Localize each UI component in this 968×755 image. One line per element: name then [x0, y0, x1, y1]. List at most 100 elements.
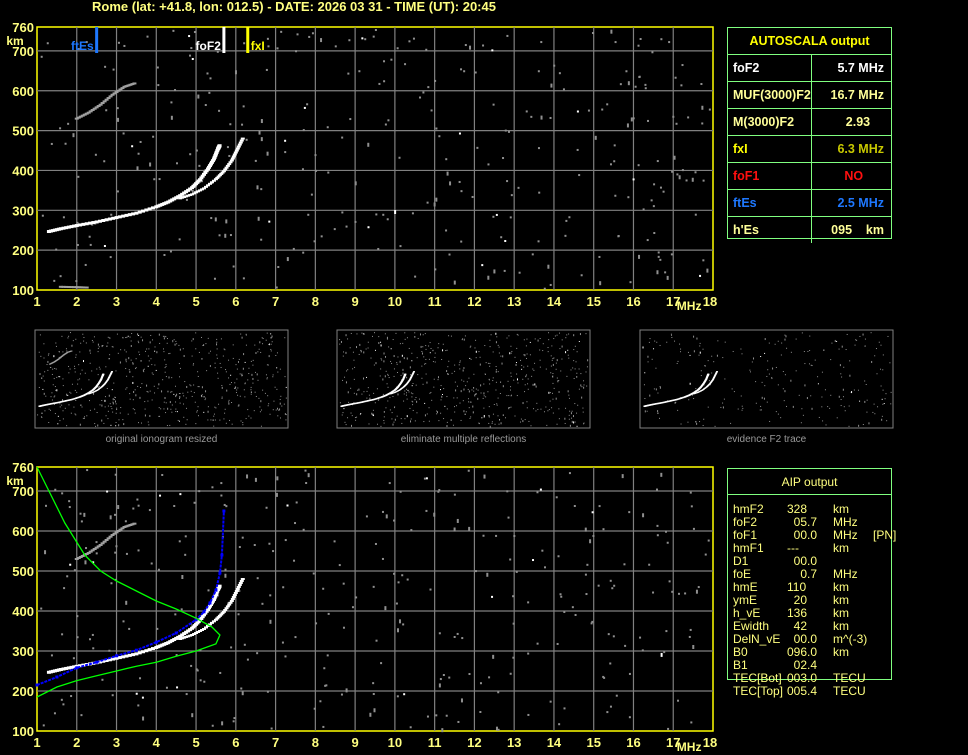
noise-pixel	[530, 115, 533, 118]
o-trace-point	[127, 213, 132, 217]
autoscala-label: MUF(3000)F2	[728, 82, 812, 108]
noise-pixel	[466, 381, 468, 383]
noise-pixel	[401, 354, 403, 357]
noise-pixel	[499, 419, 501, 421]
noise-pixel	[404, 418, 406, 420]
noise-pixel	[555, 362, 557, 364]
noise-pixel	[489, 339, 491, 341]
noise-pixel	[550, 372, 552, 374]
noise-pixel	[385, 514, 388, 519]
noise-pixel	[278, 409, 280, 411]
noise-pixel	[801, 408, 803, 410]
noise-pixel	[81, 388, 83, 390]
aip-param-name: ymE	[733, 593, 757, 607]
x-trace-point	[413, 371, 416, 373]
o-trace-point	[676, 398, 679, 401]
noise-pixel	[680, 351, 682, 353]
noise-pixel	[85, 342, 87, 344]
noise-pixel	[72, 657, 75, 660]
noise-pixel	[105, 109, 108, 112]
noise-pixel	[510, 194, 513, 197]
noise-pixel	[659, 386, 661, 389]
o-trace-point	[94, 220, 99, 224]
noise-pixel	[115, 545, 118, 548]
noise-pixel	[62, 216, 65, 219]
noise-pixel	[574, 421, 576, 423]
noise-pixel	[655, 488, 658, 491]
aip-trace-point	[75, 666, 79, 670]
y-tick-label: 200	[12, 243, 34, 258]
noise-pixel	[687, 116, 690, 119]
noise-pixel	[527, 365, 529, 367]
noise-pixel	[511, 350, 513, 352]
y-tick-label: 500	[12, 564, 34, 579]
o-trace-point	[371, 398, 374, 401]
noise-pixel	[158, 415, 160, 417]
noise-pixel	[57, 423, 59, 425]
noise-pixel	[782, 371, 784, 373]
noise-pixel	[381, 557, 384, 560]
noise-pixel	[574, 345, 576, 347]
noise-pixel	[434, 361, 436, 363]
noise-pixel	[558, 72, 561, 75]
noise-pixel	[437, 347, 439, 349]
o-trace-point	[57, 401, 60, 404]
noise-pixel	[147, 355, 149, 357]
x-trace-point	[714, 373, 717, 375]
noise-pixel	[497, 344, 499, 346]
noise-pixel	[106, 345, 108, 347]
noise-pixel	[391, 418, 393, 420]
noise-pixel	[350, 332, 352, 334]
noise-pixel	[125, 367, 127, 369]
noise-pixel	[156, 351, 158, 354]
noise-pixel	[373, 708, 376, 713]
noise-pixel	[454, 370, 456, 372]
noise-pixel	[140, 360, 142, 362]
noise-pixel	[392, 396, 394, 398]
noise-pixel	[414, 336, 416, 338]
marker-fof2	[222, 27, 226, 53]
noise-pixel	[552, 363, 554, 366]
aip-param-value: ---	[787, 541, 799, 555]
noise-pixel	[767, 360, 769, 362]
noise-pixel	[55, 342, 57, 344]
noise-pixel	[612, 635, 615, 638]
x-tick-label: 9	[352, 294, 359, 309]
noise-pixel	[810, 395, 812, 397]
noise-pixel	[696, 337, 698, 340]
noise-pixel	[567, 354, 569, 356]
noise-pixel	[584, 573, 587, 576]
noise-pixel	[821, 371, 823, 373]
noise-pixel	[586, 563, 589, 566]
noise-pixel	[186, 419, 188, 421]
o-trace-point	[670, 400, 673, 402]
noise-pixel	[138, 351, 140, 353]
noise-pixel	[412, 404, 414, 406]
noise-pixel	[689, 354, 691, 356]
x-trace-point	[215, 617, 220, 620]
noise-pixel	[258, 397, 260, 399]
noise-pixel	[93, 393, 95, 395]
x-trace-point	[204, 626, 208, 629]
noise-pixel	[425, 48, 428, 51]
noise-pixel	[179, 402, 181, 404]
x-trace-point	[219, 172, 224, 175]
noise-pixel	[164, 367, 166, 369]
noise-pixel	[73, 365, 75, 367]
autoscala-row-muf-3000-f2: MUF(3000)F2 16.7 MHz	[728, 82, 891, 109]
noise-pixel	[399, 343, 401, 345]
noise-pixel	[644, 372, 646, 374]
noise-pixel	[282, 586, 285, 589]
noise-pixel	[199, 649, 202, 652]
noise-pixel	[390, 58, 393, 61]
noise-pixel	[688, 399, 690, 401]
o-trace-point	[660, 402, 663, 404]
noise-pixel	[510, 386, 512, 388]
noise-pixel	[559, 332, 561, 334]
x-trace-point	[231, 155, 236, 158]
noise-pixel	[247, 379, 249, 381]
noise-pixel	[232, 720, 235, 723]
noise-pixel	[474, 570, 477, 573]
noise-pixel	[539, 366, 541, 368]
noise-pixel	[586, 366, 588, 368]
